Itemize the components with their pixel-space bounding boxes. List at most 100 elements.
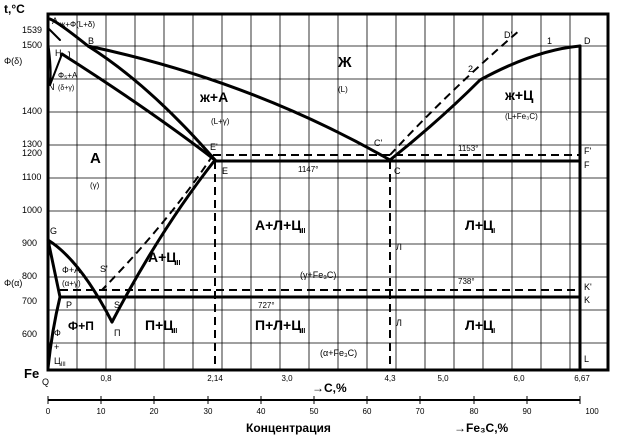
alpha-label: Φ(α) <box>4 278 22 288</box>
conc-50: 50 <box>310 407 319 416</box>
conc-60: 60 <box>363 407 372 416</box>
region-led-cem-lower: Л+ЦI <box>465 317 495 335</box>
es-line <box>110 158 217 324</box>
fe-label: Fe <box>24 366 39 381</box>
region-austenite-sub: (γ) <box>90 181 100 190</box>
point-d-prime: D' <box>504 30 512 40</box>
c-tick-2-14: 2,14 <box>207 374 223 383</box>
region-delta-aus-sub: (δ+γ) <box>58 85 74 92</box>
region-pearl-cem: П+ЦII <box>145 317 177 335</box>
delta-lines <box>47 27 63 86</box>
phase-lines <box>46 17 582 370</box>
conc-axis-label: →Fe₃C,% <box>454 421 509 435</box>
plot-frame <box>46 12 610 372</box>
y-axis-title: t,°C <box>4 2 25 16</box>
c-tick-5-0: 5,0 <box>437 374 449 383</box>
region-delta-aus: Ф₅+А <box>58 71 78 80</box>
pq-line <box>46 295 62 370</box>
temp-1147: 1147° <box>298 165 318 174</box>
c-tick-6-67: 6,67 <box>574 374 590 383</box>
liquidus-cd <box>388 44 582 162</box>
conc-30: 30 <box>204 407 213 416</box>
es-dashed <box>101 154 214 291</box>
carbon-axis-label: →C,% <box>312 381 347 395</box>
solidus-je <box>60 52 217 162</box>
pearlite-label: П <box>114 328 120 338</box>
region-liq-aus: ж+А <box>199 89 228 105</box>
conc-40: 40 <box>257 407 266 416</box>
point-l: L <box>584 354 589 364</box>
point-a: A <box>52 16 58 26</box>
ferr-col-1: Ф <box>54 328 61 338</box>
point-c: C <box>394 166 401 176</box>
ferr-col-3: ЦIII <box>54 356 66 368</box>
point-d: D <box>584 36 591 46</box>
region-liq-delta: ж+Ф(L+δ) <box>60 20 95 29</box>
y-tick-900: 900 <box>22 238 37 248</box>
y-tick-700: 700 <box>22 296 37 306</box>
point-f-prime: F' <box>584 146 591 156</box>
gp-line <box>46 238 62 299</box>
point-q: Q <box>42 377 49 387</box>
gs-line <box>46 238 114 324</box>
c-tick-3-0: 3,0 <box>281 374 293 383</box>
region-ferr-fe3c: (α+Fe₃C) <box>320 348 357 358</box>
y-tick-1500: 1500 <box>22 40 42 50</box>
liquidus-ac <box>48 17 217 162</box>
point-k-prime: K' <box>584 282 592 292</box>
region-liq-cem: ж+Ц <box>504 87 534 103</box>
region-aus-led-cem: А+Л+ЦII <box>255 217 305 235</box>
point-e: E <box>222 166 228 176</box>
conc-100: 100 <box>585 407 599 416</box>
conc-ticks <box>47 396 581 404</box>
delta-label: Φ(δ) <box>4 56 22 66</box>
carbon-ticks: 0,8 2,14 3,0 4,3 5,0 6,0 6,67 <box>100 374 590 383</box>
conc-10: 10 <box>97 407 106 416</box>
ledeburite-upper: Л <box>396 242 402 252</box>
conc-80: 80 <box>470 407 479 416</box>
region-ferr-aus: Ф+А <box>62 265 80 275</box>
temp-727: 727° <box>258 301 275 310</box>
temp-1153: 1153° <box>458 144 478 153</box>
region-austenite: А <box>90 150 101 167</box>
y-tick-600: 600 <box>22 329 37 339</box>
curve-2-label: 2 <box>468 64 473 74</box>
region-liq-cem-sub: (L+Fe₃C) <box>505 112 538 121</box>
point-c-prime: C' <box>374 138 382 148</box>
region-ferr-aus-sub: (α+γ) <box>62 279 81 288</box>
ferr-col-2: + <box>54 342 59 352</box>
conc-90: 90 <box>523 407 532 416</box>
point-b: B <box>88 36 94 46</box>
ledeburite-lower: Л <box>396 318 402 328</box>
conc-70: 70 <box>416 407 425 416</box>
point-f: F <box>584 160 590 170</box>
curve-1-label: 1 <box>547 36 552 46</box>
point-h: H <box>55 48 62 58</box>
y-tick-1300: 1300 <box>22 139 42 149</box>
y-tick-1200: 1200 <box>22 148 42 158</box>
point-g: G <box>50 226 57 236</box>
region-ferr-pearl: Ф+П <box>68 319 94 333</box>
point-s-prime: S' <box>100 264 108 274</box>
point-n: N <box>48 82 55 92</box>
point-j: J <box>66 50 71 60</box>
temperature-labels: 1153° 1147° 738° 727° <box>258 144 478 310</box>
conc-20: 20 <box>150 407 159 416</box>
c-tick-6-0: 6,0 <box>513 374 525 383</box>
y-tick-1539: 1539 <box>22 25 42 35</box>
temp-738: 738° <box>458 277 475 286</box>
point-k: K <box>584 295 590 305</box>
region-liquid-sub: (L) <box>338 85 348 94</box>
y-tick-1100: 1100 <box>22 172 41 182</box>
liquidus-bc <box>86 44 392 162</box>
region-liquid: Ж <box>337 54 352 71</box>
point-s: S <box>114 300 120 310</box>
conc-axis-title: Концентрация <box>246 421 331 435</box>
region-aus-cem: А+ЦII <box>148 249 180 267</box>
stable-dashed-lines <box>60 29 580 370</box>
region-liq-aus-sub: (L+γ) <box>211 117 230 126</box>
grid <box>48 14 608 370</box>
conc-0: 0 <box>46 407 51 416</box>
y-tick-1000: 1000 <box>22 205 42 215</box>
